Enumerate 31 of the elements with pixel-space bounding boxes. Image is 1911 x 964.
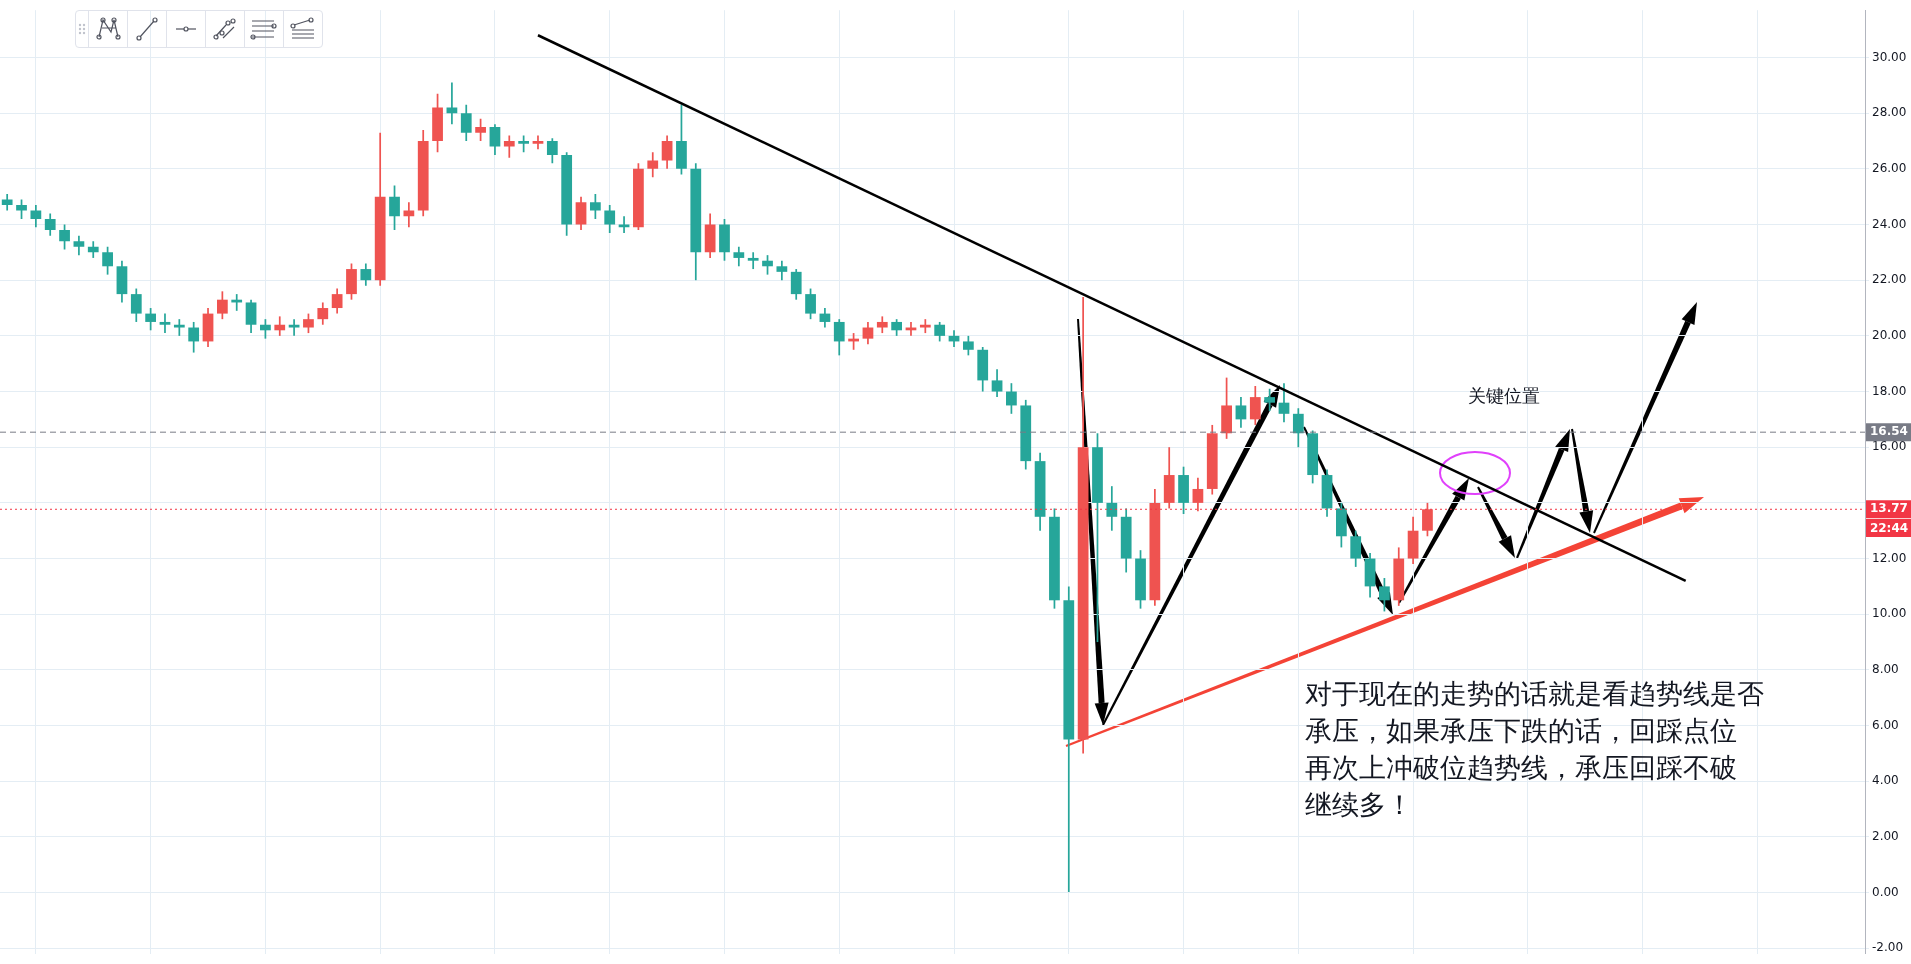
y-tick-label: 4.00 [1872,773,1899,788]
candlestick [919,319,931,334]
y-tick-label: 20.00 [1872,327,1907,342]
candlestick [403,202,415,228]
annotation: 继续多！ [1305,788,1413,822]
annotation: 关键位置 [1468,384,1540,408]
y-tick-label: 30.00 [1872,49,1907,64]
y-tick-label: 16.00 [1872,439,1907,454]
candlestick [173,319,185,336]
annotation: 再次上冲破位趋势线，承压回踩不破 [1305,751,1737,785]
y-tick-label: 10.00 [1872,606,1907,621]
y-tick-label: -2.00 [1872,940,1904,955]
y-tick-label: 26.00 [1872,160,1907,175]
ref-line-label: 13.77 [1870,501,1908,516]
annotation: 承压，如果承压下跌的话，回踩点位 [1305,714,1737,748]
y-tick-label: 8.00 [1872,662,1899,677]
y-tick-label: 2.00 [1872,829,1899,844]
y-tick-label: 24.00 [1872,216,1907,231]
text: 22:44 [1866,519,1911,538]
y-tick-label: 12.00 [1872,550,1907,565]
y-tick-label: 0.00 [1872,884,1899,899]
y-tick-label: 18.00 [1872,383,1907,398]
annotation: 对于现在的走势的话就是看趋势线是否 [1305,677,1764,711]
y-tick-label: 28.00 [1872,105,1907,120]
y-tick-label: 22.00 [1872,272,1907,287]
y-tick-label: 6.00 [1872,717,1899,732]
candlestick [747,252,759,270]
candlestick [288,319,300,336]
candlestick [532,135,544,150]
candlestick [159,313,171,334]
ref-line-label: 16.54 [1870,424,1908,439]
